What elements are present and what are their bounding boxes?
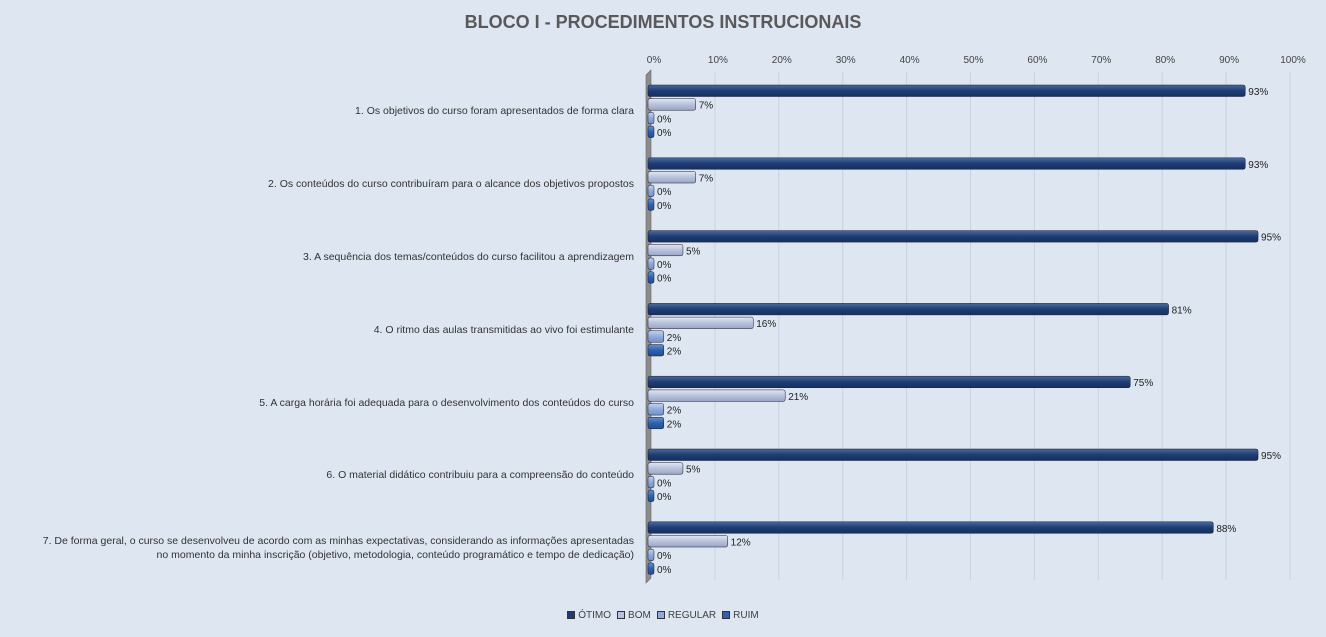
legend-swatch [656,611,665,620]
data-label: 0% [657,201,672,212]
x-tick-label: 50% [963,55,983,66]
data-label: 0% [657,260,672,271]
data-label: 0% [657,114,672,125]
legend-label: ÓTIMO [578,610,612,621]
data-label: 2% [667,419,682,430]
x-tick-label: 10% [708,55,728,66]
category-label: 2. Os conteúdos do curso contribuíram pa… [268,178,634,191]
bar-otimo [647,230,1259,243]
chart-title: BLOCO I - PROCEDIMENTOS INSTRUCIONAIS [464,12,862,32]
x-tick-label: 70% [1091,55,1111,66]
bar-ruim [647,125,655,138]
x-tick-label: 60% [1027,55,1047,66]
bar-bom [647,244,684,257]
data-label: 93% [1248,160,1268,171]
legend-swatch [617,611,626,620]
bar-otimo [647,303,1169,316]
data-label: 7% [699,174,714,185]
legend-item-bom: BOM [617,610,651,621]
x-tick-label: 30% [836,55,856,66]
data-label: 5% [686,246,701,257]
data-label: 88% [1216,524,1236,535]
data-label: 75% [1133,378,1153,389]
bar-otimo [647,375,1131,388]
bar-regular [647,112,655,125]
category-label: 5. A carga horária foi adequada para o d… [259,396,634,409]
data-label: 95% [1261,233,1281,244]
data-label: 21% [788,392,808,403]
data-label: 0% [657,492,672,503]
data-label: 7% [699,101,714,112]
legend-swatch [722,611,731,620]
bar-bom [647,171,696,184]
data-label: 0% [657,478,672,489]
legend-item-regular: REGULAR [656,610,717,621]
bar-bom [647,535,728,548]
x-tick-label: 40% [900,55,920,66]
legend-label: REGULAR [667,610,717,621]
data-label: 5% [686,465,701,476]
bar-regular [647,548,655,561]
x-tick-label: 80% [1155,55,1175,66]
category-label: 3. A sequência dos temas/conteúdos do cu… [303,250,634,263]
category-label: 4. O ritmo das aulas transmitidas ao viv… [373,323,634,336]
bar-bom [647,316,754,329]
legend-item-otimo: ÓTIMO [567,610,611,621]
bar-ruim [647,198,655,211]
legend-swatch [567,611,576,620]
data-label: 16% [756,319,776,330]
data-label: 2% [667,406,682,417]
data-label: 0% [657,565,672,576]
legend: ÓTIMO BOM REGULAR RUIM [0,610,1326,621]
category-label: 7. De forma geral, o curso se desenvolve… [42,535,634,562]
bar-otimo [647,157,1246,170]
data-label: 2% [667,333,682,344]
data-label: 0% [657,551,672,562]
data-label: 0% [657,187,672,198]
bar-bom [647,389,786,402]
data-label: 0% [657,128,672,139]
bar-ruim [647,489,655,502]
bar-regular [647,476,655,489]
data-label: 81% [1172,305,1192,316]
bar-bom [647,98,696,111]
bar-ruim [647,271,655,284]
bar-regular [647,403,665,416]
legend-item-ruim: RUIM [722,610,759,621]
bar-ruim [647,562,655,575]
legend-label: BOM [628,610,651,621]
data-label: 12% [731,538,751,549]
data-label: 93% [1248,87,1268,98]
data-label: 2% [667,347,682,358]
x-tick-label: 100% [1280,55,1306,66]
bar-otimo [647,521,1214,534]
bar-ruim [647,417,665,430]
bar-regular [647,330,665,343]
x-tick-label: 20% [772,55,792,66]
bar-otimo [647,448,1259,461]
bar-otimo [647,84,1246,97]
bar-ruim [647,344,665,357]
data-label: 0% [657,274,672,285]
x-tick-label: 0% [647,55,662,66]
bar-regular [647,184,655,197]
x-tick-label: 90% [1219,55,1239,66]
category-label: 1. Os objetivos do curso foram apresenta… [355,105,634,118]
legend-label: RUIM [733,610,759,621]
bar-bom [647,462,684,475]
bar-regular [647,257,655,270]
data-label: 95% [1261,451,1281,462]
category-label: 6. O material didático contribuiu para a… [326,469,634,482]
